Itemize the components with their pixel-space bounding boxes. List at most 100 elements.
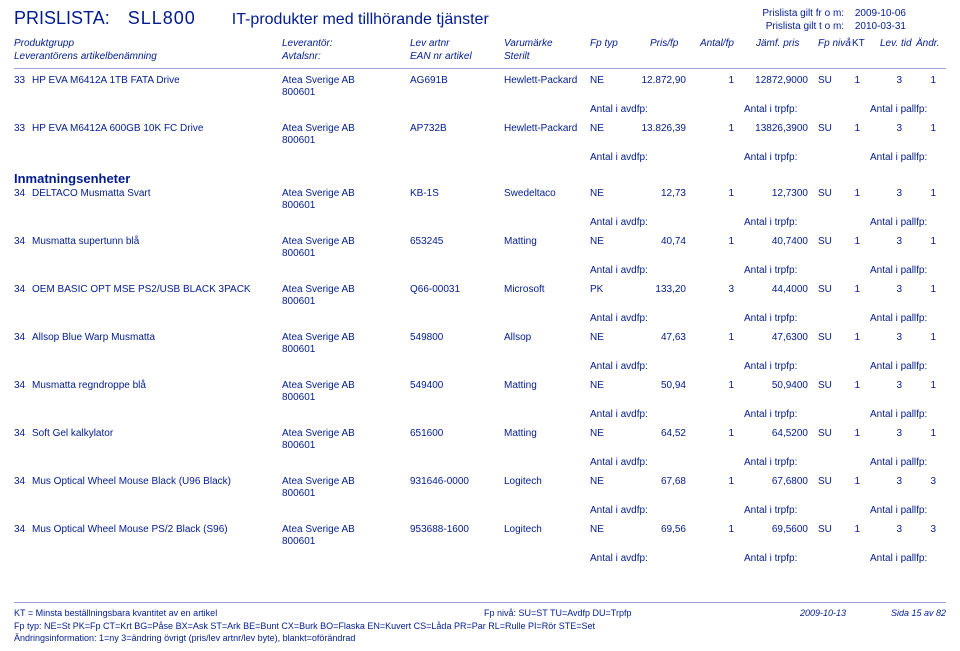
prislista-code: SLL800 [128,8,196,29]
levtid: 3 [882,380,902,391]
leverantor: Atea Sverige AB [282,332,355,343]
pris: 67,68 [630,476,686,487]
antal-trpfp: Antal i trpfp: [744,553,797,564]
gilt-to-value: 2010-03-31 [855,21,906,32]
antal-trpfp: Antal i trpfp: [744,104,797,115]
product-group: 34 [14,332,25,343]
col-fpniva: Fp nivå [818,38,851,49]
antalfp: 1 [698,524,734,535]
product-group: 34 [14,284,25,295]
antalfp: 1 [698,428,734,439]
andr: 3 [920,524,936,535]
pris: 12.872,90 [630,75,686,86]
product-row: 34Musmatta regndroppe blåAtea Sverige AB… [14,380,946,406]
col-kt: KT [852,38,865,49]
leverantor: Atea Sverige AB [282,75,355,86]
avtalsnr: 800601 [282,440,315,451]
fptyp: NE [590,428,604,439]
antal-trpfp: Antal i trpfp: [744,505,797,516]
product-row: 34Mus Optical Wheel Mouse PS/2 Black (S9… [14,524,946,550]
col-antalfp: Antal/fp [700,38,734,49]
product-name: OEM BASIC OPT MSE PS2/USB BLACK 3PACK [32,284,251,295]
antal-row: Antal i avdfp:Antal i trpfp:Antal i pall… [14,550,946,572]
avtalsnr: 800601 [282,344,315,355]
antalfp: 1 [698,188,734,199]
antal-trpfp: Antal i trpfp: [744,313,797,324]
product-row: 34Mus Optical Wheel Mouse Black (U96 Bla… [14,476,946,502]
antal-row: Antal i avdfp:Antal i trpfp:Antal i pall… [14,214,946,236]
varumarke: Allsop [504,332,531,343]
leverantor: Atea Sverige AB [282,188,355,199]
antal-row: Antal i avdfp:Antal i trpfp:Antal i pall… [14,406,946,428]
product-row: 34OEM BASIC OPT MSE PS2/USB BLACK 3PACKA… [14,284,946,310]
footer-fpniva: Fp nivå: SU=ST TU=Avdfp DU=Trpfp [484,607,631,620]
antalfp: 1 [698,380,734,391]
footer-fptyp: Fp typ: NE=St PK=Fp CT=Krt BG=Påse BX=As… [14,621,595,631]
antal-row: Antal i avdfp:Antal i trpfp:Antal i pall… [14,358,946,380]
prislista-label: PRISLISTA: [14,8,110,29]
fpniva: SU [818,524,832,535]
jamf-pris: 12872,9000 [744,75,808,86]
kt: 1 [846,75,860,86]
antal-pallfp: Antal i pallfp: [870,361,927,372]
gilt-to: Prislista gilt t o m: 2010-03-31 [766,21,906,32]
jamf-pris: 44,4000 [744,284,808,295]
antal-row: Antal i avdfp:Antal i trpfp:Antal i pall… [14,310,946,332]
pris: 12,73 [630,188,686,199]
product-group: 33 [14,75,25,86]
andr: 1 [920,380,936,391]
pris: 133,20 [630,284,686,295]
varumarke: Logitech [504,524,542,535]
varumarke: Swedeltaco [504,188,556,199]
fptyp: NE [590,380,604,391]
lev-artnr: 549400 [410,380,443,391]
product-group: 33 [14,123,25,134]
product-row: 34DELTACO Musmatta SvartAtea Sverige ABK… [14,188,946,214]
fpniva: SU [818,236,832,247]
fpniva: SU [818,380,832,391]
antal-pallfp: Antal i pallfp: [870,152,927,163]
antal-pallfp: Antal i pallfp: [870,553,927,564]
andr: 1 [920,428,936,439]
kt: 1 [846,380,860,391]
antalfp: 3 [698,284,734,295]
lev-artnr: AG691B [410,75,448,86]
gilt-to-label: Prislista gilt t o m: [766,21,844,32]
andr: 1 [920,332,936,343]
footer-kt: KT = Minsta beställningsbara kvantitet a… [14,608,217,618]
antalfp: 1 [698,476,734,487]
product-name: Mus Optical Wheel Mouse PS/2 Black (S96) [32,524,228,535]
col-fptyp: Fp typ [590,38,618,49]
pris: 47,63 [630,332,686,343]
product-row: 34Allsop Blue Warp MusmattaAtea Sverige … [14,332,946,358]
pris: 50,94 [630,380,686,391]
fpniva: SU [818,332,832,343]
andr: 3 [920,476,936,487]
jamf-pris: 67,6800 [744,476,808,487]
product-row: 33HP EVA M6412A 1TB FATA DriveAtea Sveri… [14,75,946,101]
antal-pallfp: Antal i pallfp: [870,457,927,468]
antal-pallfp: Antal i pallfp: [870,217,927,228]
fptyp: NE [590,476,604,487]
col-produktgrupp: Produktgrupp [14,38,74,49]
product-group: 34 [14,236,25,247]
fpniva: SU [818,284,832,295]
gilt-from-label: Prislista gilt fr o m: [762,8,844,19]
levtid: 3 [882,284,902,295]
antal-trpfp: Antal i trpfp: [744,265,797,276]
pris: 69,56 [630,524,686,535]
col-andr: Ändr. [916,38,940,49]
antal-trpfp: Antal i trpfp: [744,152,797,163]
kt: 1 [846,524,860,535]
product-group: 34 [14,476,25,487]
jamf-pris: 13826,3900 [744,123,808,134]
rows-container: 33HP EVA M6412A 1TB FATA DriveAtea Sveri… [14,75,946,572]
col-sterilt: Sterilt [504,51,530,62]
footer-andr: Ändringsinformation: 1=ny 3=ändring övri… [14,633,355,643]
kt: 1 [846,236,860,247]
jamf-pris: 64,5200 [744,428,808,439]
avtalsnr: 800601 [282,135,315,146]
varumarke: Hewlett-Packard [504,123,577,134]
fptyp: NE [590,75,604,86]
levtid: 3 [882,188,902,199]
